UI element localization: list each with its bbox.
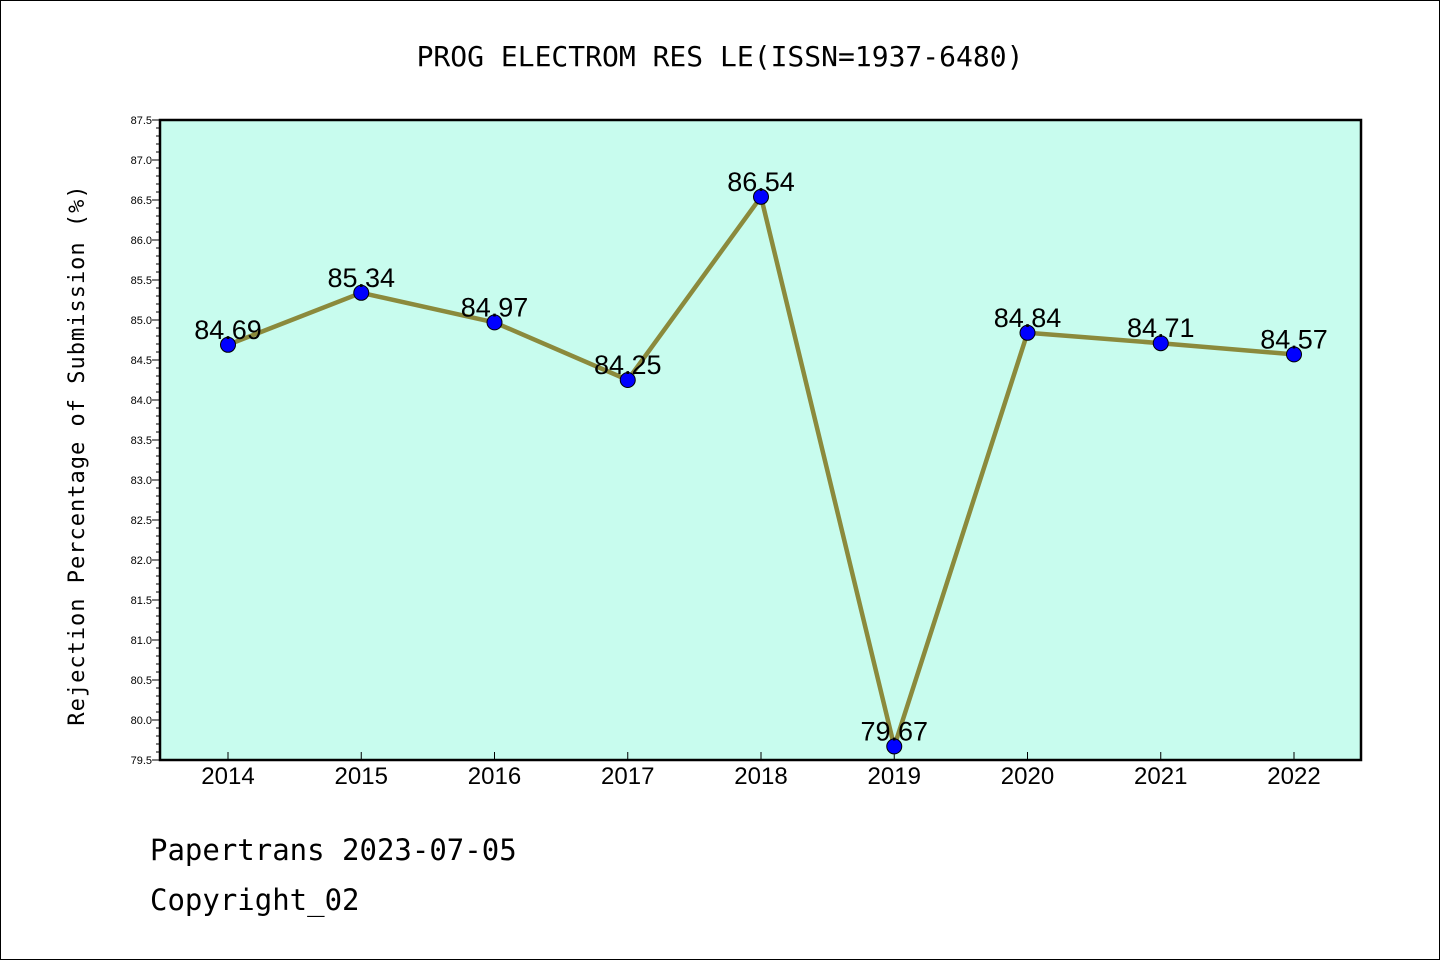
y-tick-label: 82.5: [131, 515, 152, 527]
data-point-2019: [886, 738, 903, 755]
y-axis: 79.5 80.0 80.5 81.0 81.5 82.0 82.5 83.0 83.5 84.0…: [131, 115, 160, 767]
x-tick-label: 2016: [468, 763, 521, 790]
y-tick-label: 81.0: [131, 635, 152, 647]
data-point-2016: [486, 314, 503, 331]
data-point-2014: [220, 336, 236, 353]
y-tick-label: 83.0: [131, 475, 152, 487]
y-tick-label: 86.0: [131, 235, 152, 247]
x-tick-label: 2020: [1001, 763, 1054, 790]
y-tick-label: 82.0: [131, 555, 152, 567]
y-tick-label: 86.5: [131, 195, 152, 207]
data-label-2015: 85.34: [327, 263, 395, 293]
plot-area: [158, 118, 1363, 762]
x-tick-label: 2017: [601, 763, 654, 790]
x-axis: 2014 2015 2016 2017 2018 2019 2020 2021 2022: [201, 752, 1321, 790]
y-tick-label: 80.0: [131, 715, 152, 727]
y-tick-label: 84.0: [131, 395, 152, 407]
y-tick-label: 87.0: [131, 155, 152, 167]
data-points: [220, 188, 1302, 755]
data-label-2014: 84.69: [194, 315, 262, 345]
data-label-2020: 84.84: [994, 303, 1062, 333]
data-point-2015: [353, 284, 370, 301]
data-labels: 84.69 85.34 84.97 84.25 86.54 79.67 84.84 84.71…: [194, 167, 1328, 747]
y-tick-label: 79.5: [131, 755, 152, 767]
data-point-2018: [753, 188, 769, 205]
data-label-2021: 84.71: [1127, 313, 1195, 343]
chart-title: PROG ELECTROM RES LE(ISSN=1937-6480): [417, 40, 1024, 73]
data-label-2016: 84.97: [461, 292, 529, 322]
y-tick-label: 85.0: [131, 315, 152, 327]
x-tick-label: 2018: [734, 763, 787, 790]
y-tick-label: 80.5: [131, 675, 152, 687]
x-tick-label: 2022: [1267, 763, 1320, 790]
data-label-2022: 84.57: [1260, 324, 1328, 354]
x-tick-label: 2019: [868, 763, 921, 790]
data-point-2021: [1152, 335, 1169, 352]
y-tick-label: 84.5: [131, 355, 152, 367]
y-tick-label: 87.5: [131, 115, 152, 127]
data-point-2017: [619, 372, 636, 388]
data-point-2022: [1286, 346, 1302, 363]
data-point-2020: [1019, 324, 1036, 341]
data-label-2018: 86.54: [727, 167, 795, 197]
y-tick-label: 81.5: [131, 595, 152, 607]
footer-date-line: Papertrans 2023-07-05: [150, 833, 517, 867]
x-tick-label: 2021: [1134, 763, 1187, 790]
x-tick-label: 2014: [201, 763, 254, 790]
y-axis-label: Rejection Percentage of Submission (%): [65, 184, 90, 725]
x-tick-label: 2015: [335, 763, 388, 790]
y-tick-label: 83.5: [131, 435, 152, 447]
y-tick-label: 85.5: [131, 275, 152, 287]
footer-copyright-line: Copyright_02: [150, 883, 360, 917]
data-label-2019: 79.67: [860, 716, 928, 746]
data-label-2017: 84.25: [594, 350, 662, 380]
